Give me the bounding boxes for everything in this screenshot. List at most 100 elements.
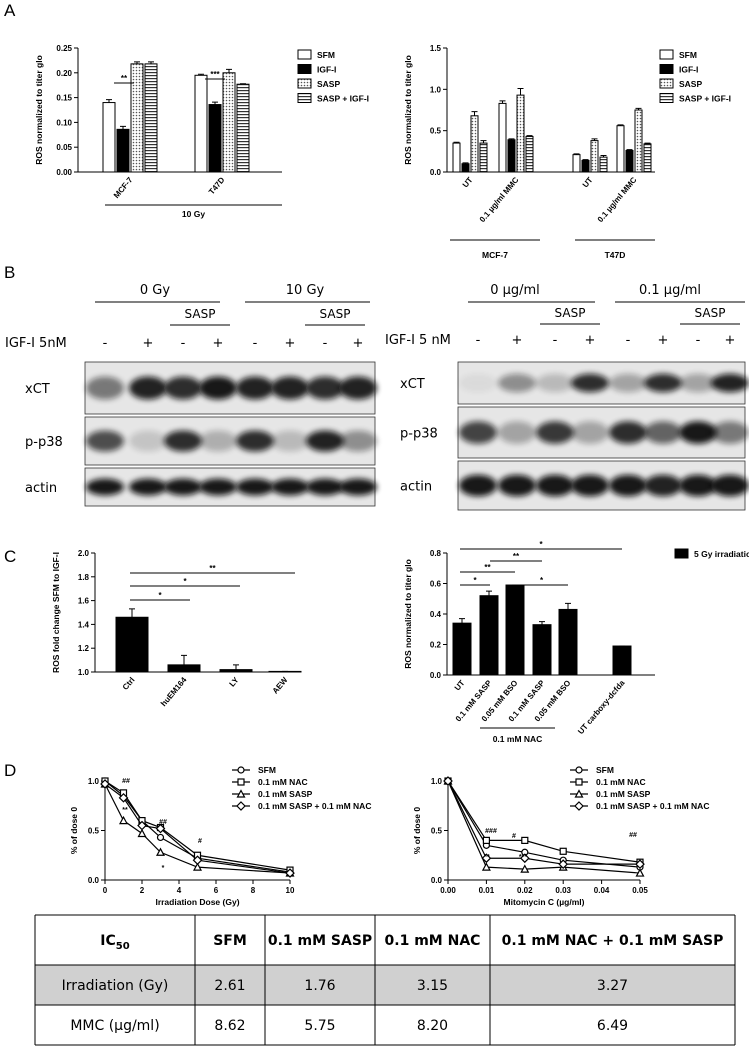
lane-sign: + [143,336,154,351]
point [155,823,166,834]
bar [452,142,461,173]
legend-label: SFM [317,50,335,60]
y-axis-label: % of dose 0 [69,807,79,855]
line [104,783,291,874]
y-tick-label: 1.0 [430,85,442,94]
point [285,868,295,878]
lane-sign: + [658,333,669,348]
legend-marker [574,789,584,798]
legend-marker [574,801,584,811]
error-bar [582,159,589,161]
blot-band [679,373,717,393]
point [156,833,165,842]
blot-band [199,478,237,496]
x-tick-label: UT carboxy-dcfda [576,678,627,736]
blot-band [339,478,377,496]
error-bar [539,621,545,625]
blot-band [571,474,609,497]
y-tick-label: 0.05 [56,143,72,152]
blot-band [339,376,377,400]
point [137,828,147,838]
blot-band [86,478,124,496]
blot-band [609,373,647,393]
legend-label: 0.1 mM SASP [258,789,313,799]
significance-label: * [539,540,543,549]
significance-label: ## [629,832,637,839]
significance-label: ** [484,854,490,861]
point [481,862,491,871]
panel-label: C [4,547,16,566]
y-tick-label: 0.5 [431,827,443,836]
y-tick-label: 0.6 [430,580,442,589]
x-tick-label: 0.03 [555,886,571,895]
bar [581,159,590,173]
x-axis-label: Mitomycin C (µg/ml) [504,897,585,907]
treatment-label: SASP [320,307,351,321]
table-cell: 5.75 [304,1018,335,1034]
table-header: 0.1 mM SASP [268,933,372,949]
bar [643,143,652,173]
group-label: 10 Gy [182,209,205,219]
error-bar [212,101,218,105]
bar [115,616,149,673]
bar [167,664,201,673]
significance-label: * [183,577,187,586]
y-tick-label: 0.10 [56,118,72,127]
y-tick-label: 0.0 [431,876,443,885]
legend-label: 0.1 mM NAC [596,777,646,787]
legend-label: SASP + IGF-I [317,94,369,104]
error-bar [198,73,204,76]
bar [558,608,578,676]
table-header-subscript: 50 [116,941,130,952]
error-bar [573,153,580,155]
blot-band [129,478,167,496]
error-bar [148,61,154,64]
y-tick-label: 1.5 [430,44,442,53]
blot-band [498,421,536,444]
bar [219,669,253,673]
blot-band [271,430,309,452]
y-axis-label: % of dose 0 [412,807,422,855]
significance-label: ** [209,564,216,573]
blot-band [306,430,344,452]
legend-marker [237,766,245,774]
bar [505,584,525,676]
point [635,868,645,877]
point [519,853,530,864]
significance-label: ** [121,74,128,83]
x-tick-label: UT [453,678,467,692]
y-axis-label: ROS normalized to titer glo [403,559,413,669]
error-bar [233,664,239,670]
significance-label: * [162,865,165,872]
panel-label: B [4,263,15,282]
x-tick-label: T47D [207,175,227,196]
point [481,853,492,864]
legend-marker [575,778,583,786]
blot-row-label: xCT [25,382,50,397]
point [482,836,490,845]
error-bar [471,111,478,116]
blot-band [711,373,749,393]
lane-sign: + [585,333,596,348]
blot-band [459,474,497,497]
significance-label: ## [122,778,130,785]
blot-band [271,376,309,400]
x-tick-label: UT [581,175,595,189]
y-axis-label: ROS normalized to titer glo [403,55,413,165]
bar [616,125,625,173]
panel-label: D [4,761,16,780]
x-tick-label: 6 [214,886,219,895]
bar [507,139,516,173]
error-bar [120,125,126,130]
x-tick-label: LY [228,675,241,689]
blot-band [129,376,167,400]
x-tick-label: 0.05 [632,886,648,895]
blot-band [498,474,536,497]
lane-sign: - [181,336,186,351]
point [635,859,645,870]
panel-label: A [4,1,16,20]
blot-band [644,373,682,393]
y-tick-label: 1.6 [78,597,90,606]
treatment-label: SASP [185,307,216,321]
bar [194,74,208,173]
